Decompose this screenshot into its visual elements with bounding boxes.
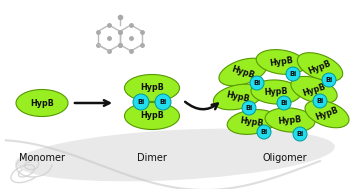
Text: HypB: HypB (140, 112, 164, 121)
Text: HypB: HypB (240, 116, 264, 128)
Text: Bi: Bi (280, 100, 288, 106)
Ellipse shape (251, 80, 301, 104)
Text: Bi: Bi (137, 99, 144, 105)
Ellipse shape (219, 58, 267, 86)
Text: Bi: Bi (326, 77, 333, 83)
Text: Bi: Bi (296, 131, 304, 137)
Text: Monomer: Monomer (19, 153, 65, 163)
Text: HypB: HypB (225, 90, 251, 104)
Text: Bi: Bi (289, 71, 297, 77)
Text: Dimer: Dimer (137, 153, 167, 163)
Text: HypB: HypB (230, 64, 256, 80)
Circle shape (250, 76, 264, 90)
Circle shape (257, 125, 271, 139)
Text: HypB: HypB (307, 58, 333, 76)
Text: HypB: HypB (301, 82, 327, 98)
Circle shape (133, 94, 149, 110)
Text: Bi: Bi (260, 129, 268, 135)
Ellipse shape (125, 102, 180, 129)
Ellipse shape (265, 108, 315, 132)
Circle shape (293, 127, 307, 141)
Circle shape (322, 73, 336, 87)
Text: Bi: Bi (253, 80, 261, 86)
Ellipse shape (305, 100, 349, 128)
Text: HypB: HypB (140, 84, 164, 92)
Circle shape (155, 94, 171, 110)
Text: Oligomer: Oligomer (263, 153, 307, 163)
Ellipse shape (15, 129, 335, 181)
Ellipse shape (297, 53, 343, 81)
Text: Bi: Bi (316, 98, 324, 104)
Ellipse shape (213, 84, 263, 110)
Text: HypB: HypB (268, 56, 294, 68)
Text: HypB: HypB (278, 115, 302, 125)
Ellipse shape (125, 74, 180, 101)
Text: HypB: HypB (30, 98, 54, 108)
Circle shape (277, 96, 291, 110)
Ellipse shape (227, 110, 277, 134)
Circle shape (313, 94, 327, 108)
Ellipse shape (291, 76, 337, 104)
Ellipse shape (256, 50, 306, 74)
Text: Bi: Bi (159, 99, 166, 105)
Text: HypB: HypB (314, 106, 340, 122)
Ellipse shape (16, 90, 68, 116)
Text: Bi: Bi (245, 105, 253, 111)
Circle shape (242, 101, 256, 115)
Text: HypB: HypB (264, 87, 288, 97)
Circle shape (286, 67, 300, 81)
